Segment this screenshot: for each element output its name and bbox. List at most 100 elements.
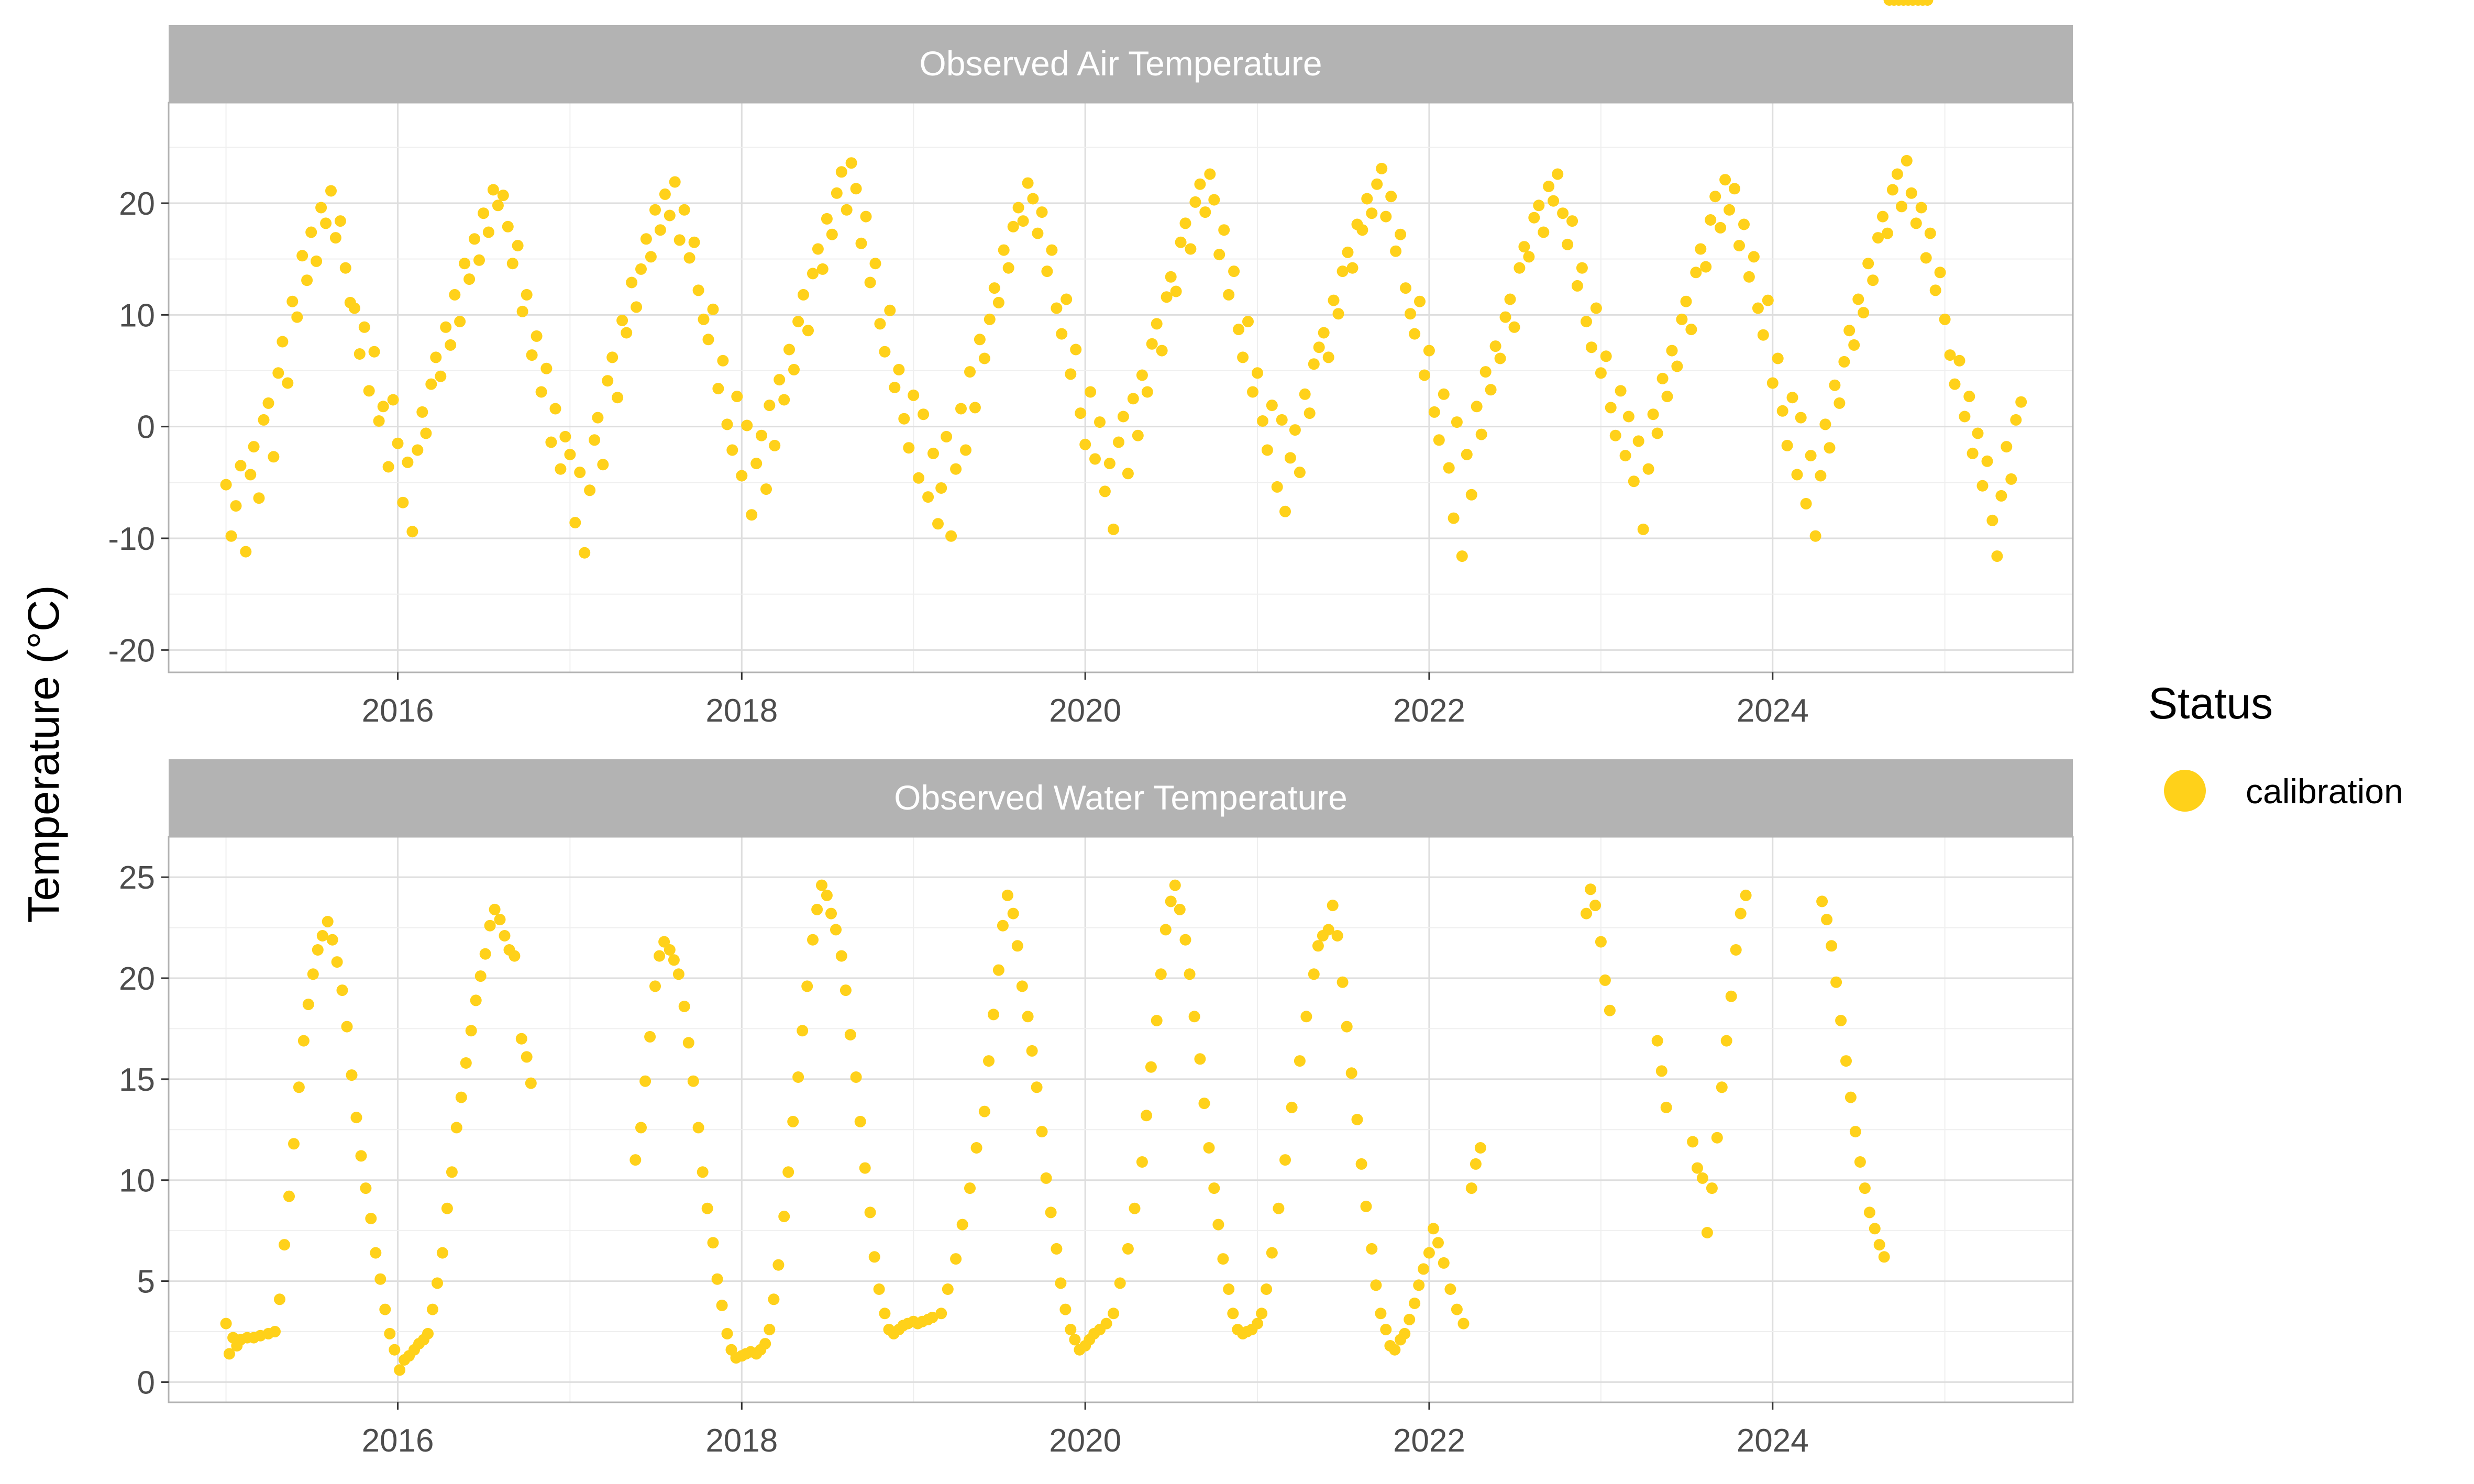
data-point: [1438, 1257, 1450, 1269]
data-point: [1423, 1247, 1435, 1259]
data-point: [1345, 1067, 1357, 1079]
data-point: [564, 449, 576, 460]
data-point: [998, 244, 1010, 256]
legend: Status calibration: [2148, 679, 2403, 812]
data-point: [1733, 240, 1745, 252]
data-point: [1628, 475, 1640, 488]
data-point: [1448, 512, 1460, 524]
data-point: [721, 1327, 733, 1339]
data-point: [612, 392, 624, 404]
data-point: [1237, 351, 1249, 363]
y-tick-label: 5: [137, 1264, 155, 1300]
data-point: [526, 349, 538, 361]
data-point: [1981, 455, 1993, 467]
data-point: [840, 984, 852, 996]
data-point: [1829, 379, 1841, 391]
data-point: [1355, 1158, 1367, 1170]
data-point: [964, 366, 976, 378]
data-point: [1184, 968, 1196, 980]
data-point: [569, 517, 581, 529]
data-point: [616, 315, 628, 326]
data-point: [288, 1138, 300, 1150]
data-point: [1991, 550, 2003, 562]
data-point: [978, 352, 990, 364]
data-point: [868, 1251, 880, 1263]
data-point: [1389, 1344, 1401, 1356]
data-point: [1318, 327, 1330, 339]
data-point: [1891, 168, 1903, 180]
data-point: [1499, 311, 1511, 323]
data-point: [282, 377, 294, 389]
data-point: [315, 202, 327, 214]
data-point: [296, 250, 308, 262]
data-point: [1409, 328, 1421, 340]
data-point: [1233, 324, 1245, 336]
data-point: [1223, 1283, 1235, 1295]
data-point: [893, 363, 905, 375]
legend-swatch-calibration: [2164, 770, 2206, 812]
data-point: [1696, 1172, 1708, 1184]
data-point: [555, 463, 567, 475]
data-point: [821, 213, 833, 225]
data-point: [1276, 414, 1288, 426]
data-point: [1099, 485, 1111, 497]
data-point: [1327, 900, 1339, 912]
data-point: [631, 301, 643, 313]
data-point: [1494, 352, 1506, 364]
data-point: [427, 1303, 438, 1315]
data-point: [984, 313, 996, 325]
data-point: [1647, 408, 1659, 420]
data-point: [1308, 358, 1320, 370]
data-point: [664, 944, 676, 956]
data-point: [802, 325, 814, 337]
y-tick-label: -10: [108, 521, 155, 557]
data-point: [844, 1029, 856, 1040]
data-point: [329, 232, 341, 244]
data-point: [559, 430, 571, 442]
data-point: [811, 903, 823, 915]
data-point: [1835, 1015, 1847, 1026]
data-point: [639, 1075, 651, 1087]
data-point: [1886, 184, 1898, 196]
panel-water-y-ticks: 0 5 10 15 20 25: [119, 860, 169, 1401]
data-point: [574, 467, 586, 479]
y-tick-label: 15: [119, 1062, 155, 1098]
data-point: [341, 1021, 353, 1033]
data-point: [312, 944, 324, 956]
data-point: [1122, 468, 1134, 480]
data-point: [964, 1182, 976, 1194]
y-tick-label: 20: [119, 186, 155, 222]
data-point: [387, 394, 399, 406]
data-point: [606, 351, 619, 363]
data-point: [1690, 267, 1702, 279]
data-point: [1294, 467, 1306, 479]
data-point: [654, 224, 666, 236]
data-point: [384, 1327, 396, 1339]
data-point: [970, 1142, 982, 1154]
data-point: [992, 296, 1004, 308]
data-point: [1485, 384, 1497, 396]
data-point: [1465, 489, 1477, 501]
data-point: [1776, 405, 1788, 417]
data-point: [1830, 976, 1842, 988]
data-point: [1016, 980, 1028, 992]
data-point: [1031, 1081, 1043, 1093]
data-point: [1729, 183, 1740, 195]
data-point: [716, 1299, 728, 1311]
data-point: [449, 289, 461, 301]
data-point: [432, 1277, 443, 1289]
data-point: [1695, 243, 1707, 255]
data-point: [1079, 438, 1091, 450]
data-point: [584, 484, 596, 496]
data-point: [1656, 372, 1669, 384]
data-point: [268, 451, 280, 463]
data-point: [717, 355, 729, 367]
data-point: [479, 948, 491, 960]
data-point: [516, 305, 528, 317]
data-point: [1360, 1200, 1372, 1212]
data-point: [869, 258, 881, 270]
data-point: [1051, 1243, 1063, 1255]
data-point: [854, 1115, 866, 1127]
data-point: [1007, 220, 1019, 232]
